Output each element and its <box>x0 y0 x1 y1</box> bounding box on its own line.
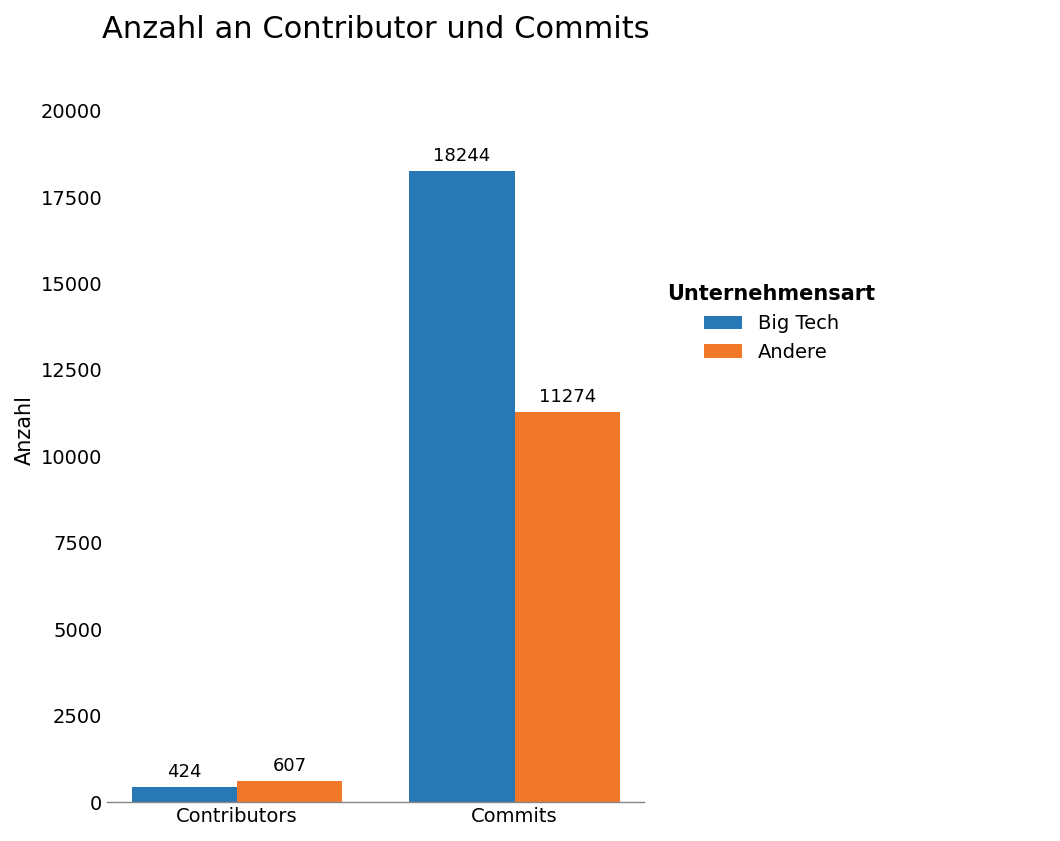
Bar <box>514 412 620 802</box>
Bar <box>409 172 514 802</box>
Legend: Big Tech, Andere: Big Tech, Andere <box>659 277 883 370</box>
Text: 607: 607 <box>272 757 306 775</box>
Y-axis label: Anzahl: Anzahl <box>15 395 35 465</box>
Bar <box>237 781 342 802</box>
Text: 11274: 11274 <box>538 389 596 406</box>
Text: 424: 424 <box>167 764 201 781</box>
Title: Anzahl an Contributor und Commits: Anzahl an Contributor und Commits <box>102 15 650 44</box>
Bar <box>131 787 237 802</box>
Text: 18244: 18244 <box>434 147 491 165</box>
